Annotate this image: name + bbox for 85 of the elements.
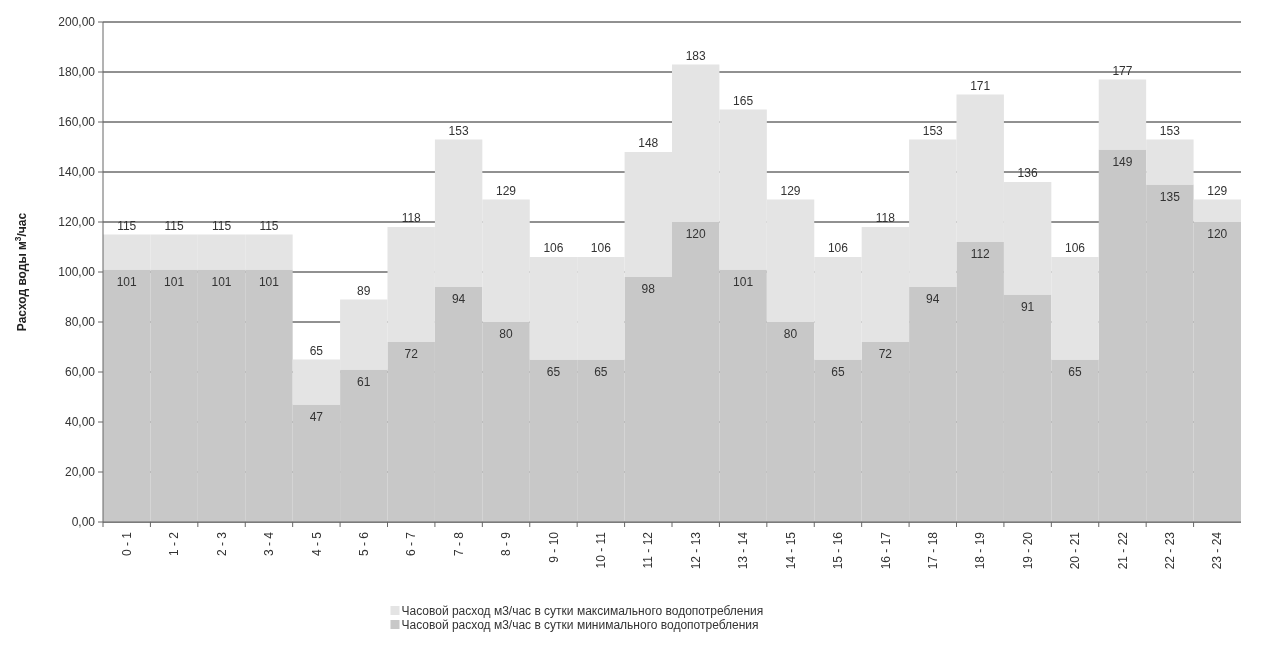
data-label: 65 bbox=[1068, 364, 1083, 379]
data-label: 101 bbox=[164, 274, 185, 289]
data-label: 120 bbox=[685, 227, 707, 241]
x-tick-label: 6 - 7 bbox=[404, 531, 419, 557]
total-label: 106 bbox=[827, 241, 849, 255]
x-tick-label: 19 - 20 bbox=[1020, 531, 1035, 570]
x-tick-label: 23 - 24 bbox=[1210, 531, 1225, 570]
data-label: 101 bbox=[258, 274, 280, 289]
total-label: 129 bbox=[780, 183, 801, 198]
x-tick-label: 7 - 8 bbox=[451, 531, 466, 557]
legend-label: Часовой расход м3/час в сутки минимального водопотребления bbox=[401, 618, 759, 633]
total-label: 106 bbox=[543, 241, 564, 255]
y-tick-label: 0,00 bbox=[71, 515, 96, 530]
total-label: 106 bbox=[590, 241, 612, 255]
data-label: 65 bbox=[546, 364, 561, 379]
data-label: 101 bbox=[733, 274, 754, 289]
data-label: 94 bbox=[926, 292, 940, 306]
x-tick-label: 3 - 4 bbox=[262, 531, 277, 557]
y-tick-label: 160,00 bbox=[58, 115, 96, 130]
legend-label: Часовой расход м3/час в сутки максимального водопотребления bbox=[401, 604, 764, 619]
y-tick-label: 20,00 bbox=[64, 465, 96, 480]
data-label: 120 bbox=[1207, 227, 1228, 241]
data-label: 80 bbox=[499, 327, 514, 341]
data-label: 149 bbox=[1112, 154, 1133, 169]
y-tick-label: 120,00 bbox=[58, 215, 96, 230]
x-tick-label: 13 - 14 bbox=[736, 531, 751, 570]
total-label: 153 bbox=[448, 123, 469, 138]
data-label: 80 bbox=[783, 327, 798, 341]
x-tick-label: 4 - 5 bbox=[309, 531, 324, 557]
y-tick-label: 180,00 bbox=[58, 65, 96, 80]
data-label: 101 bbox=[211, 274, 232, 289]
x-tick-label: 8 - 9 bbox=[499, 531, 514, 557]
total-label: 115 bbox=[259, 218, 279, 233]
total-label: 115 bbox=[164, 218, 185, 233]
y-tick-label: 100,00 bbox=[58, 265, 96, 280]
x-tick-label: 9 - 10 bbox=[546, 531, 561, 563]
y-tick-label: 60,00 bbox=[64, 365, 96, 380]
y-tick-label: 80,00 bbox=[64, 315, 96, 330]
data-label: 101 bbox=[116, 274, 138, 289]
total-label: 115 bbox=[117, 218, 137, 233]
data-label: 94 bbox=[451, 292, 466, 306]
data-label: 72 bbox=[878, 347, 893, 361]
y-tick-label: 200,00 bbox=[58, 15, 96, 30]
total-label: 118 bbox=[875, 211, 896, 225]
x-tick-label: 17 - 18 bbox=[925, 531, 940, 570]
total-label: 129 bbox=[1207, 183, 1228, 198]
x-tick-label: 20 - 21 bbox=[1068, 531, 1083, 570]
total-label: 153 bbox=[922, 123, 944, 138]
x-tick-label: 14 - 15 bbox=[783, 531, 798, 570]
y-tick-label: 40,00 bbox=[64, 415, 96, 430]
x-tick-label: 11 - 12 bbox=[641, 531, 656, 569]
data-label: 91 bbox=[1020, 299, 1035, 314]
x-tick-label: 5 - 6 bbox=[356, 531, 371, 557]
x-tick-label: 0 - 1 bbox=[119, 531, 134, 557]
data-label: 72 bbox=[404, 347, 419, 361]
total-label: 106 bbox=[1065, 241, 1086, 255]
x-tick-label: 15 - 16 bbox=[831, 531, 846, 570]
data-label: 61 bbox=[357, 374, 371, 389]
total-label: 65 bbox=[309, 343, 324, 358]
x-tick-label: 16 - 17 bbox=[878, 531, 893, 570]
total-label: 148 bbox=[638, 136, 659, 150]
data-label: 65 bbox=[831, 364, 845, 379]
x-tick-label: 18 - 19 bbox=[973, 531, 988, 570]
y-tick-label: 140,00 bbox=[58, 165, 96, 180]
total-label: 171 bbox=[970, 78, 991, 93]
total-label: 115 bbox=[211, 218, 232, 233]
data-label: 98 bbox=[641, 282, 656, 296]
total-label: 118 bbox=[401, 211, 422, 225]
total-label: 153 bbox=[1159, 123, 1181, 138]
data-label: 135 bbox=[1159, 189, 1181, 204]
x-tick-label: 12 - 13 bbox=[688, 531, 703, 570]
total-label: 183 bbox=[685, 48, 707, 63]
x-tick-label: 10 - 11 bbox=[594, 531, 609, 569]
x-tick-label: 22 - 23 bbox=[1163, 531, 1178, 570]
total-label: 129 bbox=[496, 183, 517, 198]
total-label: 136 bbox=[1017, 166, 1038, 180]
data-label: 47 bbox=[309, 409, 324, 424]
x-tick-label: 21 - 22 bbox=[1115, 531, 1130, 570]
total-label: 177 bbox=[1112, 63, 1133, 78]
total-label: 165 bbox=[733, 93, 754, 108]
data-label: 112 bbox=[970, 247, 991, 261]
x-tick-label: 1 - 2 bbox=[167, 531, 182, 557]
data-label: 65 bbox=[594, 364, 608, 379]
total-label: 89 bbox=[357, 283, 371, 298]
x-tick-label: 2 - 3 bbox=[214, 531, 229, 557]
